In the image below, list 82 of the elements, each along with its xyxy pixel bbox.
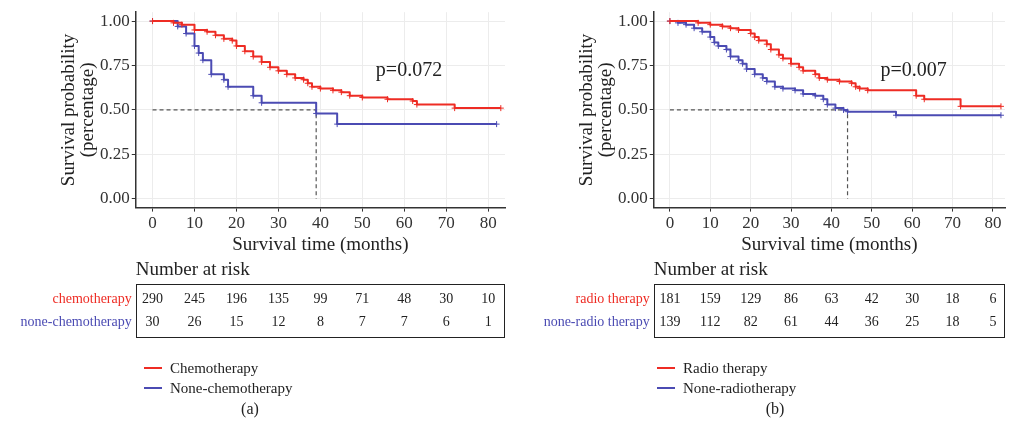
- data-label: 71: [354, 290, 371, 308]
- data-label: 48: [396, 290, 413, 308]
- x-tick-label: 30: [269, 213, 287, 233]
- legend-label: None-chemotherapy: [170, 379, 293, 397]
- text: (b): [764, 400, 786, 418]
- data-label: 8: [315, 313, 325, 331]
- y-tick-label: 0.50: [100, 99, 130, 119]
- y-tick-label: none-radio therapy: [543, 314, 650, 329]
- x-tick-label: 40: [822, 213, 840, 233]
- legend-label: Chemotherapy: [170, 359, 259, 377]
- y-axis-title: Survival probability (percentage): [575, 33, 617, 187]
- x-axis-title: Survival time (months): [232, 233, 409, 256]
- data-label: 7: [399, 313, 409, 331]
- y-tick-label: 0.50: [618, 99, 648, 119]
- x-tick-label: 80: [984, 213, 1002, 233]
- y-tick-label: none-chemotherapy: [19, 313, 132, 331]
- x-tick-label: 60: [395, 213, 413, 233]
- y-tick-label: 0.75: [618, 54, 648, 74]
- data-label: 42: [863, 290, 880, 308]
- chart-title: Number at risk: [135, 258, 250, 280]
- legend-label: Radio therapy: [683, 359, 768, 377]
- data-label: 82: [742, 313, 759, 331]
- data-label: 30: [904, 290, 921, 308]
- data-label: 7: [357, 313, 367, 331]
- chart-title: Number at risk: [653, 258, 768, 280]
- y-axis-title: Survival probability (percentage): [57, 33, 99, 187]
- x-tick-label: 0: [148, 213, 157, 233]
- data-label: 44: [823, 313, 840, 331]
- x-tick-label: 60: [903, 213, 921, 233]
- data-label: 181: [658, 290, 682, 308]
- data-label: 86: [783, 290, 799, 308]
- x-tick-label: 20: [742, 213, 760, 233]
- y-tick-label: 0.00: [100, 188, 130, 208]
- annotation: p=0.007: [880, 58, 947, 82]
- x-tick-label: 50: [353, 213, 371, 233]
- data-label: 36: [863, 313, 880, 331]
- data-label: 135: [266, 290, 290, 308]
- x-tick-label: 20: [227, 213, 245, 233]
- x-tick-label: 30: [782, 213, 800, 233]
- y-tick-label: 0.75: [100, 54, 130, 74]
- data-label: 15: [228, 313, 245, 331]
- x-tick-label: 70: [437, 213, 455, 233]
- x-axis-title: Survival time (months): [741, 233, 918, 256]
- data-label: 30: [144, 313, 161, 331]
- data-label: 18: [944, 290, 961, 308]
- data-label: 30: [438, 290, 455, 308]
- data-label: 63: [823, 290, 840, 308]
- y-tick-label: 1.00: [100, 10, 130, 30]
- data-label: 245: [183, 290, 206, 308]
- x-tick-label: 10: [185, 213, 203, 233]
- y-tick-label: 0.25: [100, 143, 130, 163]
- data-label: 61: [783, 313, 799, 331]
- data-label: 5: [988, 313, 998, 331]
- y-tick-label: 0.25: [618, 143, 648, 163]
- data-label: 129: [739, 290, 763, 308]
- x-tick-label: 40: [311, 213, 329, 233]
- x-tick-label: 10: [701, 213, 719, 233]
- data-label: 112: [699, 313, 722, 331]
- data-label: 99: [312, 290, 329, 308]
- data-label: 6: [988, 290, 998, 308]
- y-tick-label: chemotherapy: [51, 290, 132, 308]
- data-label: 25: [904, 313, 921, 331]
- y-tick-label: 1.00: [618, 10, 648, 30]
- data-label: 290: [141, 290, 165, 308]
- x-tick-label: 0: [665, 213, 675, 233]
- data-label: 10: [480, 290, 497, 308]
- data-label: 18: [944, 313, 961, 331]
- x-tick-label: 70: [944, 213, 962, 233]
- x-tick-label: 50: [863, 213, 881, 233]
- data-label: 139: [658, 313, 682, 331]
- data-label: 196: [224, 290, 248, 308]
- y-tick-label: 0.00: [618, 188, 648, 208]
- data-label: 6: [441, 313, 451, 331]
- legend-label: None-radiotherapy: [683, 379, 797, 397]
- y-tick-label: radio therapy: [575, 291, 650, 306]
- data-label: 26: [186, 313, 203, 331]
- text: (a): [240, 400, 260, 418]
- annotation: p=0.072: [375, 58, 443, 82]
- x-tick-label: 80: [479, 213, 497, 233]
- data-label: 159: [698, 290, 722, 308]
- data-label: 1: [483, 313, 493, 331]
- data-label: 12: [270, 313, 287, 331]
